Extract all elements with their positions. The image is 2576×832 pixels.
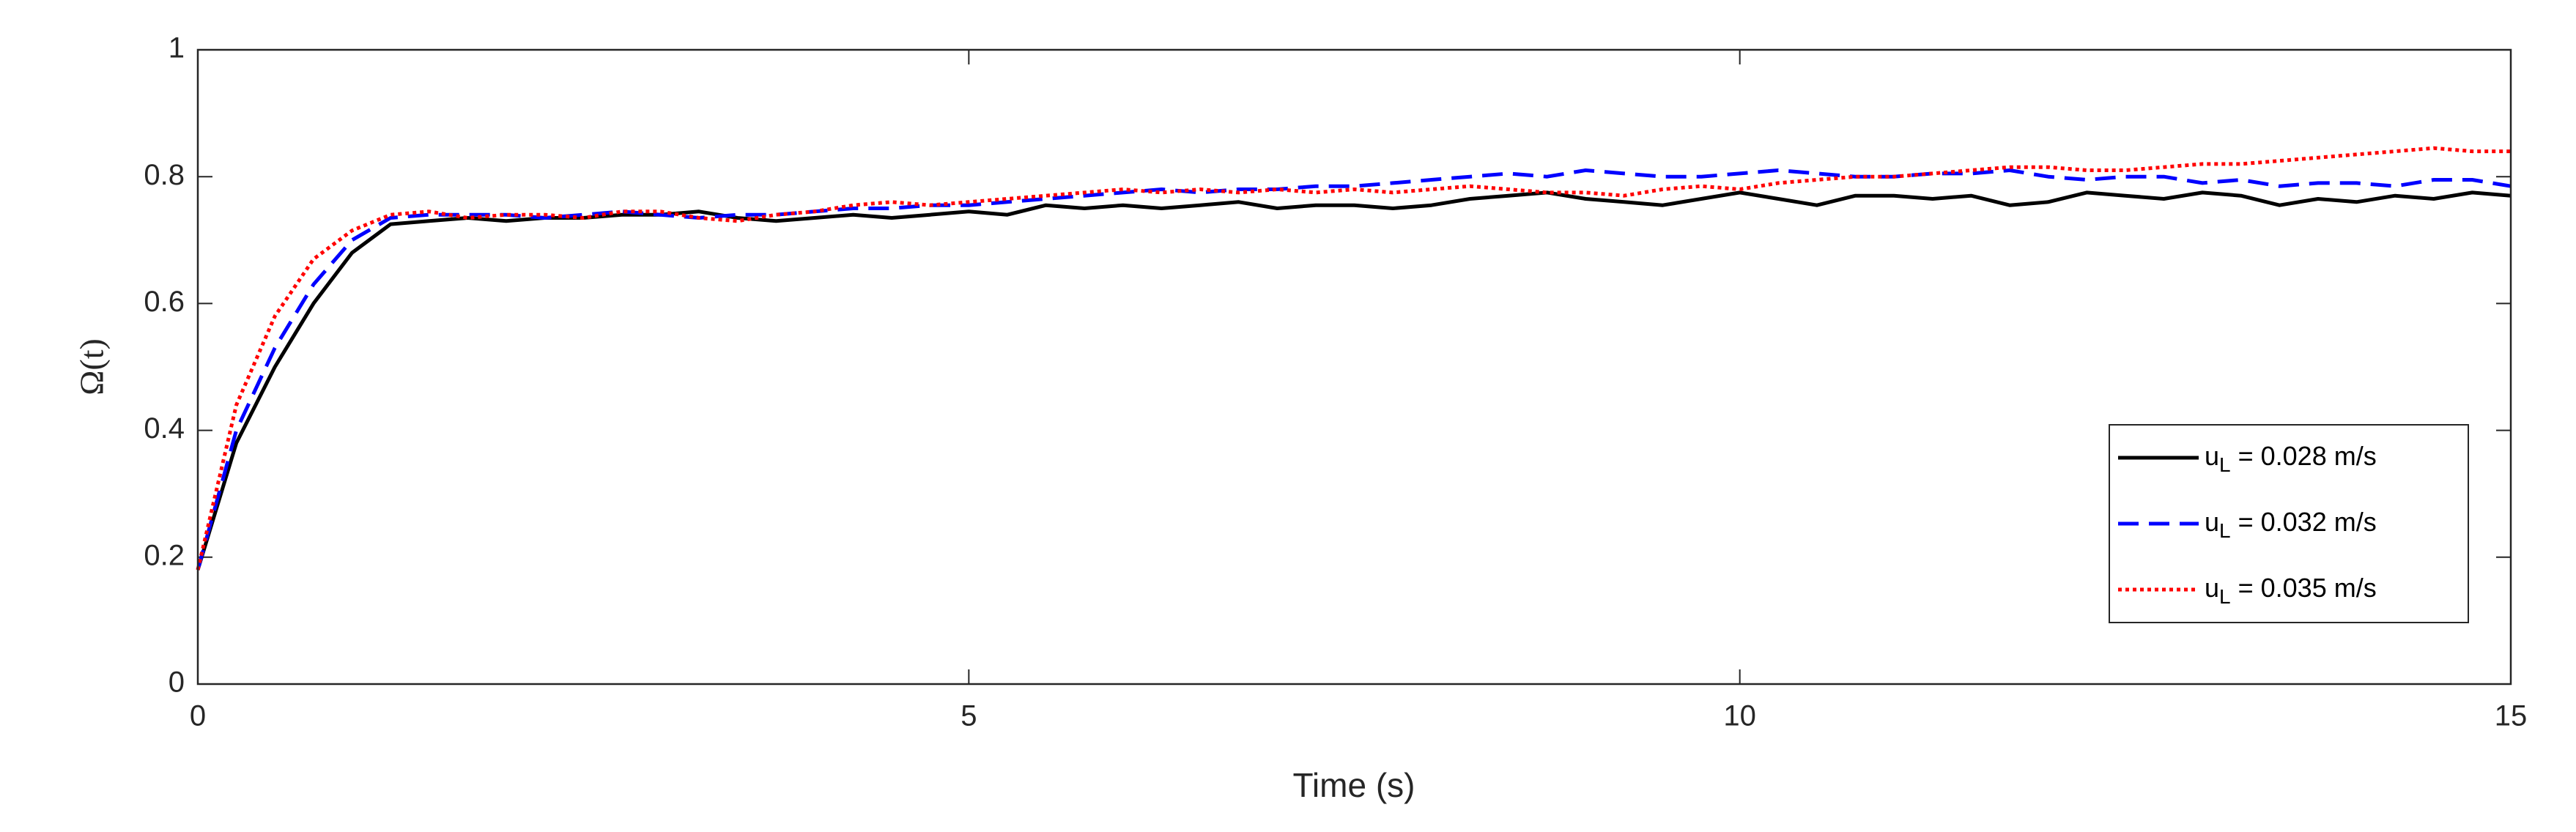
legend-label-part: u <box>2205 507 2219 537</box>
x-tick-label: 5 <box>961 700 977 732</box>
legend-label: uL = 0.028 m/s <box>2205 441 2377 477</box>
y-tick-label: 1 <box>169 32 185 64</box>
x-tick-label: 15 <box>2495 700 2528 732</box>
series-line <box>196 146 2511 571</box>
legend: uL = 0.028 m/suL = 0.032 m/suL = 0.035 m… <box>2109 424 2469 623</box>
legend-label-part: L <box>2219 585 2231 608</box>
y-tick-label: 0.8 <box>144 159 185 191</box>
y-tick-label: 0.6 <box>144 286 185 318</box>
legend-label-part: u <box>2205 441 2219 471</box>
x-axis-label: Time (s) <box>1293 766 1415 804</box>
y-tick-label: 0.2 <box>144 539 185 571</box>
legend-label: uL = 0.035 m/s <box>2205 573 2377 609</box>
y-tick-label: 0 <box>169 666 185 699</box>
legend-label-part: L <box>2219 519 2231 542</box>
legend-label-part: u <box>2205 573 2219 603</box>
legend-label-part: = 0.035 m/s <box>2231 573 2377 603</box>
y-tick-label: 0.4 <box>144 412 185 445</box>
x-tick-label: 10 <box>1723 700 1756 732</box>
legend-label-part: L <box>2219 453 2231 476</box>
legend-label: uL = 0.032 m/s <box>2205 507 2377 543</box>
legend-label-part: = 0.032 m/s <box>2231 507 2377 537</box>
y-axis-label: Ω(t) <box>73 338 111 395</box>
legend-label-part: = 0.028 m/s <box>2231 441 2377 471</box>
plot-frame <box>196 48 2512 686</box>
x-tick-label: 0 <box>190 700 206 732</box>
